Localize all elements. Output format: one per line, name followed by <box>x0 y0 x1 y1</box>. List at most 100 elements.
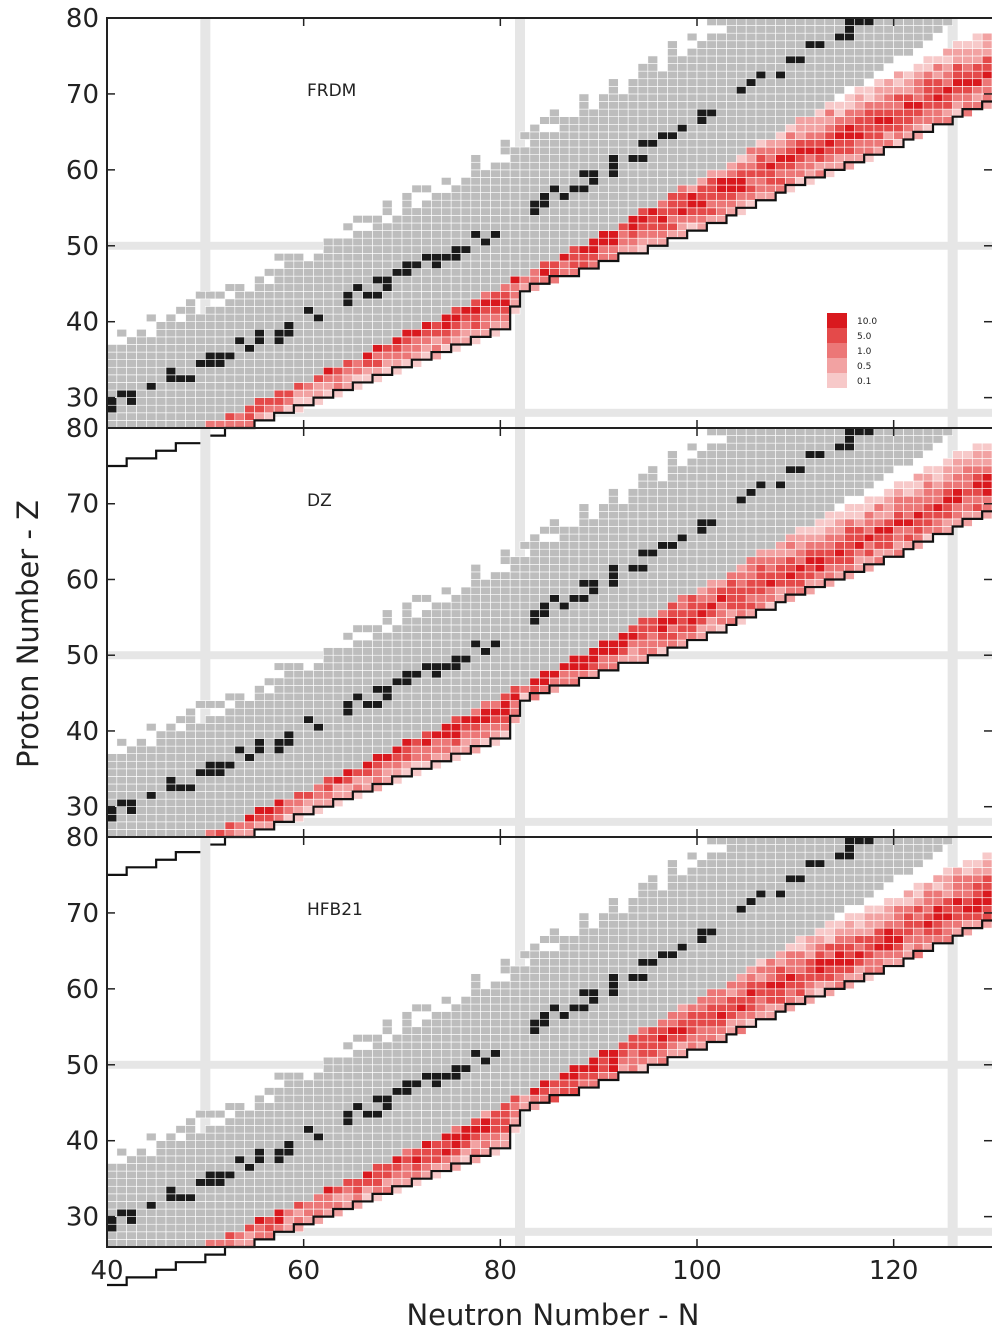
abundance-cell <box>588 260 599 269</box>
known-nucleus-cell <box>185 1117 196 1126</box>
abundance-cell <box>332 776 344 785</box>
known-nucleus-cell <box>736 139 747 148</box>
abundance-cell <box>637 1034 649 1043</box>
known-nucleus-cell <box>205 344 216 353</box>
stable-nucleus-cell <box>283 328 295 338</box>
known-nucleus-cell <box>362 677 373 686</box>
known-nucleus-cell <box>559 632 570 641</box>
stable-nucleus-cell <box>303 306 314 315</box>
known-nucleus-cell <box>598 958 609 967</box>
abundance-cell <box>952 488 963 497</box>
known-nucleus-cell <box>598 1026 609 1035</box>
known-nucleus-cell <box>490 996 501 1005</box>
known-nucleus-cell <box>283 776 295 785</box>
abundance-cell <box>608 647 619 656</box>
abundance-cell <box>814 950 826 959</box>
known-nucleus-cell <box>618 1003 629 1012</box>
known-nucleus-cell <box>578 942 590 952</box>
known-nucleus-cell <box>116 397 127 406</box>
known-nucleus-cell <box>323 1125 334 1134</box>
known-nucleus-cell <box>480 579 491 588</box>
abundance-cell <box>736 154 747 163</box>
abundance-cell <box>913 473 924 482</box>
known-nucleus-cell <box>411 1026 422 1035</box>
known-nucleus-cell <box>657 480 668 489</box>
abundance-cell <box>854 935 865 944</box>
abundance-cell <box>903 78 914 87</box>
known-nucleus-cell <box>244 1147 255 1157</box>
abundance-cell <box>775 586 786 595</box>
known-nucleus-cell <box>765 78 776 87</box>
known-nucleus-cell <box>568 996 580 1005</box>
abundance-cell <box>696 601 708 611</box>
known-nucleus-cell <box>608 624 619 633</box>
known-nucleus-cell <box>205 1208 216 1217</box>
known-nucleus-cell <box>519 624 531 633</box>
known-nucleus-cell <box>303 677 314 686</box>
abundance-cell <box>795 123 806 133</box>
known-nucleus-cell <box>382 738 393 747</box>
abundance-cell <box>490 700 501 709</box>
known-nucleus-cell <box>283 662 295 671</box>
known-nucleus-cell <box>116 1231 127 1240</box>
abundance-cell <box>972 32 983 42</box>
abundance-cell <box>696 996 708 1005</box>
known-nucleus-cell <box>293 768 304 777</box>
abundance-cell <box>932 86 944 95</box>
stable-nucleus-cell <box>755 480 767 489</box>
stable-nucleus-cell <box>529 1026 540 1035</box>
known-nucleus-cell <box>539 1026 550 1035</box>
known-nucleus-cell <box>185 738 196 747</box>
known-nucleus-cell <box>657 556 668 565</box>
abundance-cell <box>854 86 865 95</box>
known-nucleus-cell <box>755 488 767 497</box>
abundance-cell <box>391 1185 403 1195</box>
known-nucleus-cell <box>559 533 570 542</box>
known-nucleus-cell <box>618 184 629 193</box>
known-nucleus-cell <box>293 1132 304 1142</box>
abundance-cell <box>677 1041 688 1050</box>
known-nucleus-cell <box>637 950 649 959</box>
abundance-cell <box>500 1125 511 1134</box>
abundance-cell <box>942 55 953 64</box>
known-nucleus-cell <box>214 366 226 376</box>
known-nucleus-cell <box>627 503 639 512</box>
known-nucleus-cell <box>450 1102 462 1111</box>
known-nucleus-cell <box>352 685 363 694</box>
abundance-cell <box>568 677 580 686</box>
known-nucleus-cell <box>155 1170 167 1179</box>
known-nucleus-cell <box>667 161 678 171</box>
known-nucleus-cell <box>745 541 757 550</box>
known-nucleus-cell <box>598 564 609 573</box>
known-nucleus-cell <box>303 344 314 353</box>
known-nucleus-cell <box>391 639 403 648</box>
known-nucleus-cell <box>283 313 295 323</box>
known-nucleus-cell <box>500 1018 511 1028</box>
known-nucleus-cell <box>441 715 452 724</box>
abundance-cell <box>863 950 875 959</box>
abundance-cell <box>273 1216 285 1225</box>
abundance-cell <box>844 518 855 527</box>
known-nucleus-cell <box>618 996 629 1005</box>
abundance-cell <box>765 586 776 595</box>
known-nucleus-cell <box>411 253 422 262</box>
known-nucleus-cell <box>431 313 442 323</box>
known-nucleus-cell <box>716 980 727 990</box>
abundance-cell <box>382 1163 393 1172</box>
abundance-cell <box>578 245 590 254</box>
known-nucleus-cell <box>509 609 521 618</box>
known-nucleus-cell <box>175 1147 186 1157</box>
known-nucleus-cell <box>372 245 383 254</box>
known-nucleus-cell <box>421 260 432 269</box>
known-nucleus-cell <box>765 17 776 26</box>
abundance-cell <box>244 1223 255 1233</box>
known-nucleus-cell <box>490 184 501 193</box>
known-nucleus-cell <box>146 374 157 383</box>
known-nucleus-cell <box>627 207 639 216</box>
abundance-cell <box>509 700 521 709</box>
known-nucleus-cell <box>539 935 550 944</box>
known-nucleus-cell <box>441 601 452 611</box>
known-nucleus-cell <box>293 366 304 376</box>
known-nucleus-cell <box>745 93 757 102</box>
known-nucleus-cell <box>627 594 639 603</box>
